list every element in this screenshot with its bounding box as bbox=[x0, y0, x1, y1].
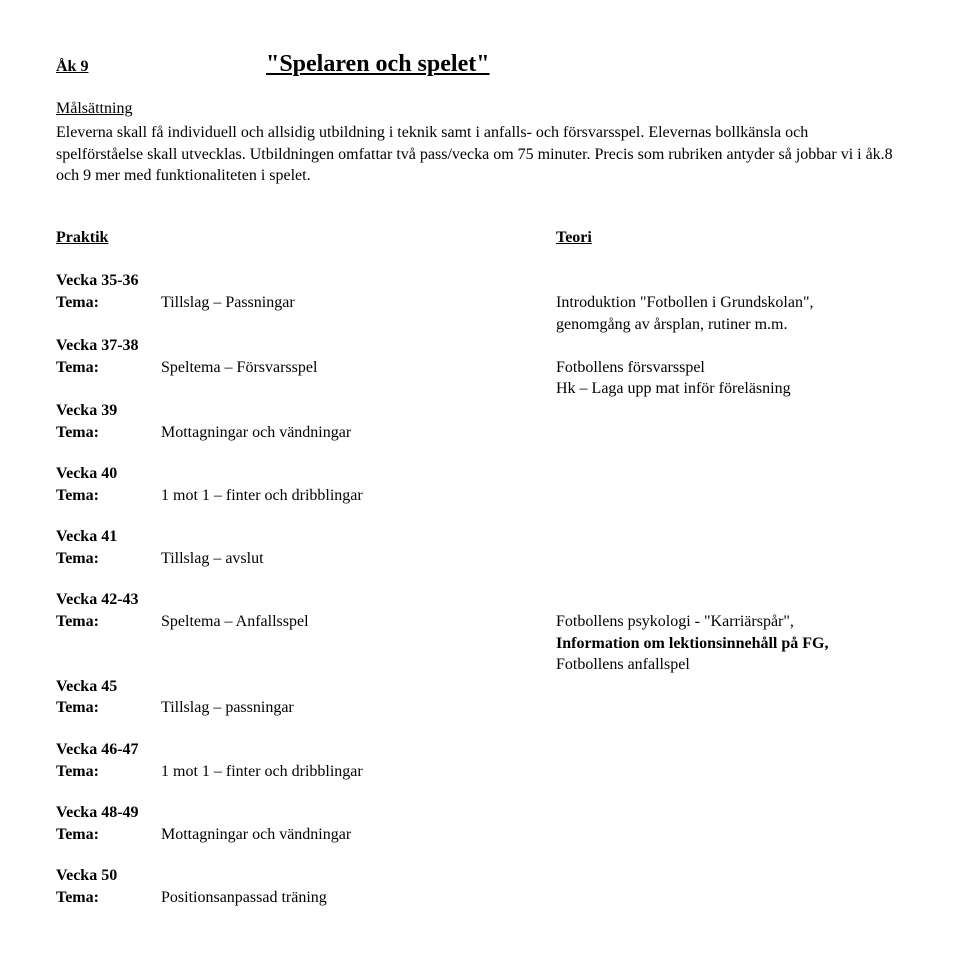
page-title: "Spelaren och spelet" bbox=[266, 48, 490, 80]
tema-content: 1 mot 1 – finter och dribblingar bbox=[161, 485, 556, 507]
tema-note-line1: Fotbollens försvarsspel bbox=[556, 357, 904, 379]
week-37-38: Vecka 37-38 Tema: Speltema – Försvarsspe… bbox=[56, 335, 904, 400]
tema-note-line2: genomgång av årsplan, rutiner m.m. bbox=[556, 314, 904, 336]
tema-label: Tema: bbox=[56, 485, 161, 507]
tema-label: Tema: bbox=[56, 611, 161, 633]
column-headers: Praktik Teori bbox=[56, 227, 904, 249]
week-41: Vecka 41 Tema: Tillslag – avslut bbox=[56, 526, 904, 569]
tema-content: Speltema – Försvarsspel bbox=[161, 357, 556, 379]
tema-note-line1: Fotbollens psykologi - "Karriärspår", bbox=[556, 611, 904, 633]
tema-label: Tema: bbox=[56, 824, 161, 846]
week-35-36: Vecka 35-36 Tema: Tillslag – Passningar … bbox=[56, 270, 904, 335]
week-label: Vecka 39 bbox=[56, 400, 904, 422]
intro-text: Eleverna skall få individuell och allsid… bbox=[56, 122, 896, 187]
week-42-43: Vecka 42-43 Tema: Speltema – Anfallsspel… bbox=[56, 589, 904, 675]
week-50: Vecka 50 Tema: Positionsanpassad träning bbox=[56, 865, 904, 908]
intro-subhead: Målsättning bbox=[56, 98, 904, 120]
tema-content: Mottagningar och vändningar bbox=[161, 422, 556, 444]
tema-content: Speltema – Anfallsspel bbox=[161, 611, 556, 633]
page-header: Åk 9 "Spelaren och spelet" bbox=[56, 48, 904, 80]
tema-note-line3: Fotbollens anfallspel bbox=[556, 654, 904, 676]
tema-content: Positionsanpassad träning bbox=[161, 887, 556, 909]
week-label: Vecka 45 bbox=[56, 676, 904, 698]
year-label: Åk 9 bbox=[56, 56, 266, 78]
tema-label: Tema: bbox=[56, 761, 161, 783]
week-45: Vecka 45 Tema: Tillslag – passningar bbox=[56, 676, 904, 719]
week-label: Vecka 48-49 bbox=[56, 802, 904, 824]
tema-label: Tema: bbox=[56, 422, 161, 444]
week-48-49: Vecka 48-49 Tema: Mottagningar och vändn… bbox=[56, 802, 904, 845]
tema-label: Tema: bbox=[56, 887, 161, 909]
tema-label: Tema: bbox=[56, 292, 161, 314]
tema-content: Mottagningar och vändningar bbox=[161, 824, 556, 846]
week-label: Vecka 42-43 bbox=[56, 589, 904, 611]
tema-content: 1 mot 1 – finter och dribblingar bbox=[161, 761, 556, 783]
week-label: Vecka 40 bbox=[56, 463, 904, 485]
col-right-header: Teori bbox=[556, 227, 592, 249]
week-label: Vecka 46-47 bbox=[56, 739, 904, 761]
week-label: Vecka 35-36 bbox=[56, 270, 904, 292]
week-46-47: Vecka 46-47 Tema: 1 mot 1 – finter och d… bbox=[56, 739, 904, 782]
week-label: Vecka 37-38 bbox=[56, 335, 904, 357]
week-40: Vecka 40 Tema: 1 mot 1 – finter och drib… bbox=[56, 463, 904, 506]
week-39: Vecka 39 Tema: Mottagningar och vändning… bbox=[56, 400, 904, 443]
tema-label: Tema: bbox=[56, 548, 161, 570]
tema-note-line2: Hk – Laga upp mat inför föreläsning bbox=[556, 378, 904, 400]
tema-note-line2: Information om lektionsinnehåll på FG, bbox=[556, 633, 904, 655]
tema-label: Tema: bbox=[56, 357, 161, 379]
intro-block: Målsättning Eleverna skall få individuel… bbox=[56, 98, 904, 186]
col-left-header: Praktik bbox=[56, 227, 556, 249]
tema-note-line1: Introduktion "Fotbollen i Grundskolan", bbox=[556, 292, 904, 314]
week-label: Vecka 41 bbox=[56, 526, 904, 548]
tema-content: Tillslag – avslut bbox=[161, 548, 556, 570]
tema-content: Tillslag – Passningar bbox=[161, 292, 556, 314]
tema-label: Tema: bbox=[56, 697, 161, 719]
tema-content: Tillslag – passningar bbox=[161, 697, 556, 719]
week-label: Vecka 50 bbox=[56, 865, 904, 887]
